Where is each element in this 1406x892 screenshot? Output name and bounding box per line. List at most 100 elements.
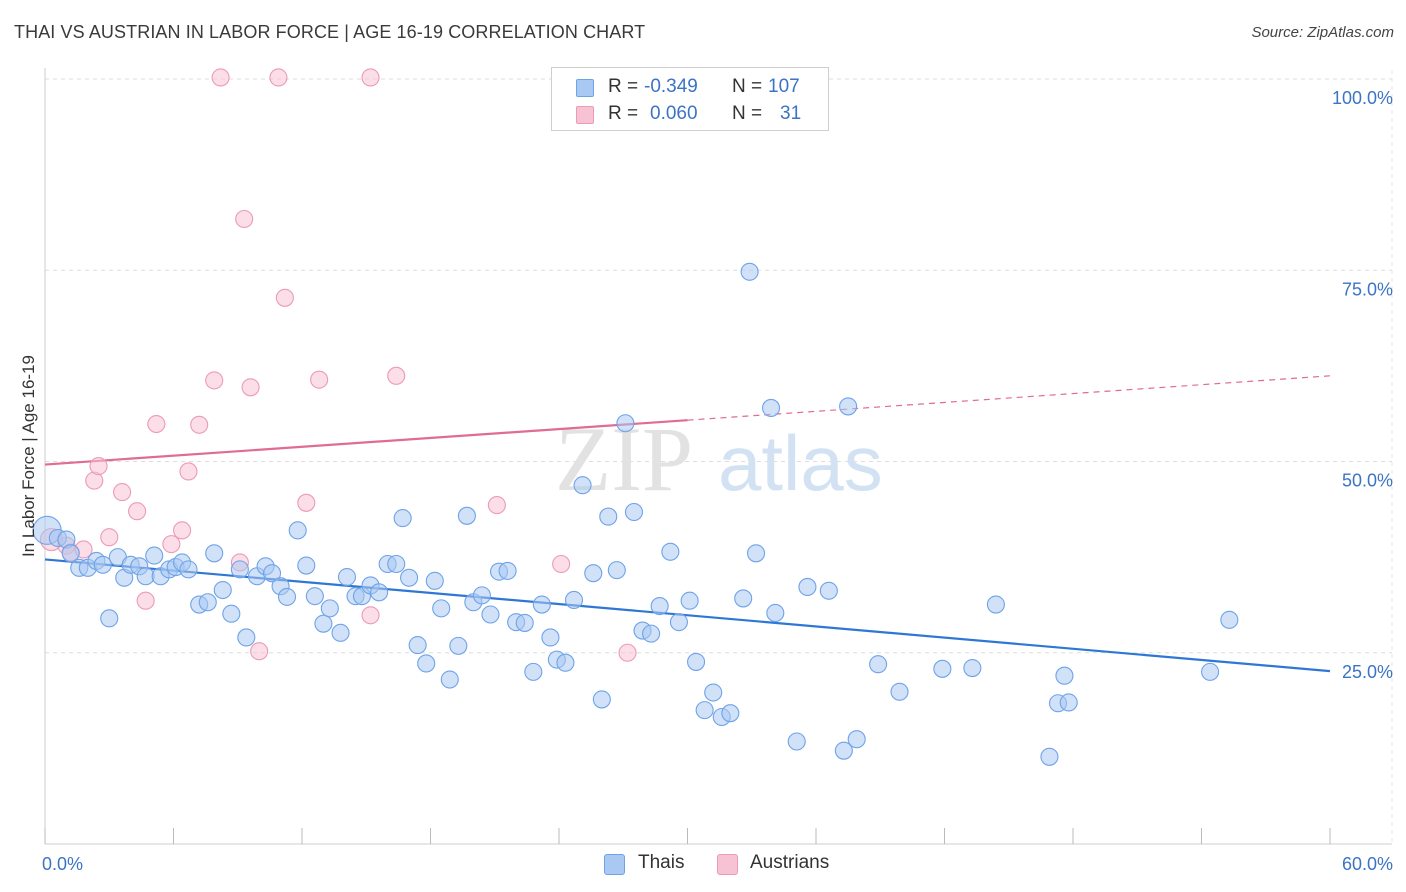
y-tick-label: 50.0% (1342, 471, 1393, 491)
austrians-point (361, 68, 380, 87)
thais-point (1201, 662, 1220, 681)
austrians-point (361, 606, 380, 625)
thais-point (616, 414, 635, 433)
thais-point (449, 636, 468, 655)
watermark-atlas: atlas (718, 419, 883, 507)
axes (44, 68, 1392, 845)
thais-point (277, 587, 297, 606)
legend-r-label: R = (608, 103, 639, 124)
thais-point (408, 636, 427, 655)
thais-point (687, 652, 706, 671)
data-points (32, 68, 1239, 766)
thais-point (599, 507, 618, 526)
bottom-legend-swatch-austrians (717, 854, 738, 875)
thais-point (680, 591, 699, 610)
thais-point (440, 670, 459, 689)
thais-point (869, 655, 888, 674)
austrians-trend-extension (687, 375, 1331, 421)
austrians-point (275, 288, 294, 307)
y-axis-label: In Labor Force | Age 16-19 (19, 355, 38, 557)
thais-point (387, 554, 406, 574)
austrians-point (250, 642, 269, 661)
thais-point (766, 603, 785, 623)
austrians-point (618, 643, 637, 662)
austrians-point (190, 415, 209, 434)
thais-point (1040, 747, 1059, 766)
thais-point (642, 624, 661, 643)
thais-point (1220, 610, 1239, 629)
thais-point (607, 561, 626, 580)
thais-point (331, 623, 350, 642)
thais-point (400, 568, 419, 587)
thais-point (556, 653, 575, 672)
thais-point (695, 701, 714, 720)
austrians-point (100, 528, 119, 547)
thais-point (564, 590, 584, 610)
thais-point (515, 613, 534, 632)
austrians-point (297, 493, 316, 512)
thais-point (592, 690, 611, 709)
thais-point (61, 544, 80, 563)
thais-point (230, 560, 249, 579)
thais-point (573, 476, 592, 495)
thais-point (213, 580, 232, 600)
thais-point (205, 544, 224, 563)
austrians-point (387, 366, 406, 385)
austrians-point (162, 535, 181, 554)
tick-labels: 25.0% 50.0% 75.0% 100.0% 0.0% 60.0% (42, 88, 1393, 874)
source-label: Source: ZipAtlas.com (1251, 24, 1394, 41)
thais-point (541, 628, 560, 647)
thais-point (498, 561, 517, 580)
austrians-point (173, 521, 192, 540)
y-tick-label: 25.0% (1342, 662, 1393, 682)
correlation-legend: R = -0.349 N = 107 R = 0.060 N = 31 (551, 67, 829, 131)
thais-point (457, 506, 476, 525)
thais-point (100, 609, 119, 628)
thais-point (93, 555, 112, 574)
austrians-point (179, 462, 198, 481)
gridlines (45, 70, 1393, 844)
legend-n-label: N = (732, 76, 763, 97)
thais-point (532, 595, 551, 614)
bottom-legend-label-austrians: Austrians (750, 852, 830, 873)
austrians-trend-line (44, 419, 688, 466)
thais-point (179, 560, 198, 579)
thais-point (481, 605, 500, 624)
thais-point (986, 595, 1005, 614)
legend-r-value: 0.060 (650, 103, 698, 124)
thais-point (819, 581, 838, 600)
thais-point (262, 564, 282, 583)
austrians-point (113, 483, 132, 502)
austrians-point (235, 209, 254, 229)
austrians-point (552, 554, 571, 574)
thais-point (839, 397, 858, 416)
thais-point (746, 544, 766, 563)
thais-point (314, 614, 333, 633)
thais-point (933, 659, 952, 678)
thais-point (288, 521, 307, 540)
watermark: ZIP atlas (555, 408, 883, 510)
thais-point (890, 682, 909, 701)
thais-point (963, 658, 982, 678)
thais-point (847, 730, 866, 749)
thais-point (417, 654, 436, 673)
legend-swatch-thais (576, 79, 594, 97)
thais-point (305, 587, 324, 606)
chart-title: THAI VS AUSTRIAN IN LABOR FORCE | AGE 16… (14, 22, 646, 42)
thais-point (337, 567, 357, 587)
thais-point (787, 732, 806, 751)
thais-point (650, 597, 669, 616)
legend-n-value: 107 (768, 76, 800, 97)
y-tick-label: 75.0% (1342, 279, 1393, 299)
legend-n-label: N = (732, 103, 763, 124)
austrians-point (205, 371, 224, 390)
austrians-point (211, 68, 230, 87)
thais-point (584, 564, 603, 583)
thais-point (472, 586, 491, 605)
thais-point (704, 683, 723, 702)
thais-point (370, 583, 389, 602)
y-tick-label: 100.0% (1332, 88, 1393, 108)
thais-point (393, 509, 412, 528)
trend-lines (44, 375, 1331, 673)
